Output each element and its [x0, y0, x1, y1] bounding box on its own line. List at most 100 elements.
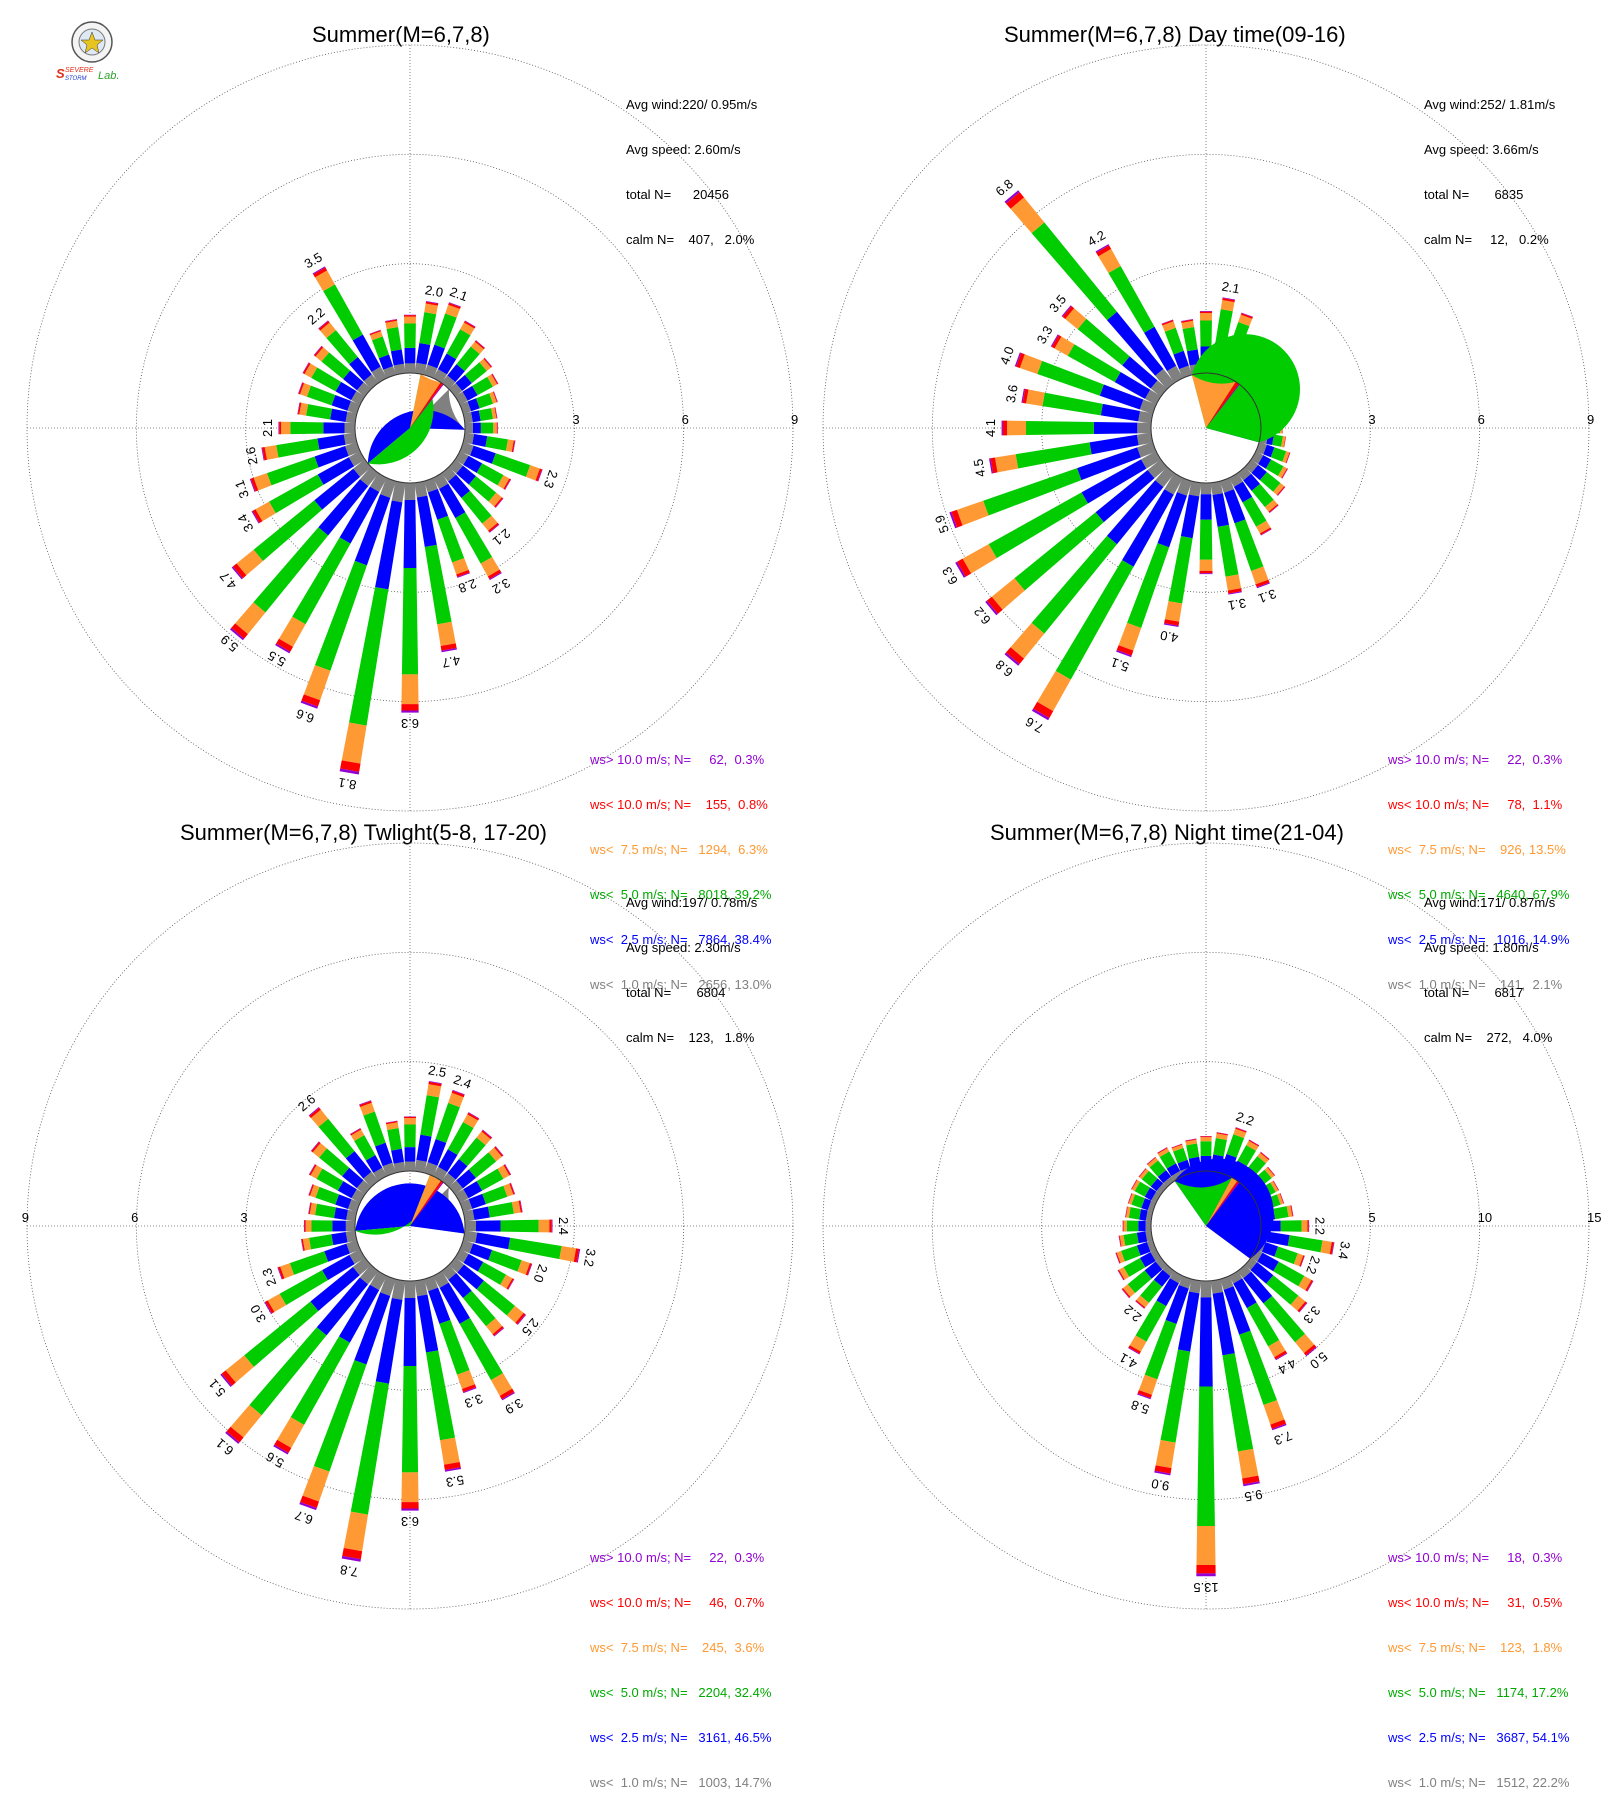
pie-slice [1206, 1187, 1250, 1259]
bar-segment [308, 1202, 310, 1214]
range-ring [1042, 1062, 1371, 1391]
ring-label: 6 [1478, 412, 1485, 427]
bar-segment [264, 1302, 272, 1314]
direction-bar [220, 1255, 373, 1387]
direction-bar [1251, 1248, 1314, 1291]
bar-segment [1279, 379, 1285, 389]
bar-segment [1269, 505, 1278, 513]
bar-segment [446, 329, 470, 359]
pie-slice [1206, 1181, 1239, 1226]
bar-segment [465, 362, 487, 383]
direction-bar [1171, 1144, 1192, 1177]
bar-value-label: 5.6 [263, 1449, 286, 1471]
bar-segment [222, 1370, 236, 1385]
bar-segment [1201, 363, 1212, 373]
bar-segment [405, 1281, 416, 1298]
bar-value-label: 6.6 [294, 706, 316, 726]
bar-segment [1156, 1440, 1176, 1468]
legend-entry: ws> 10.0 m/s; N= 62, 0.3% [590, 752, 771, 767]
direction-bar [1229, 1140, 1260, 1182]
bar-segment [1185, 1139, 1196, 1141]
bar-segment [1210, 1279, 1223, 1294]
bar-segment [1239, 342, 1259, 364]
bar-value-label: 4.7 [441, 653, 461, 671]
bar-segment [1272, 1424, 1287, 1431]
bar-segment [1122, 1288, 1131, 1298]
bar-segment [426, 302, 439, 306]
bar-segment [1026, 421, 1094, 435]
bar-segment [1200, 520, 1213, 560]
bar-segment [405, 1147, 416, 1161]
bar-segment [473, 1207, 490, 1221]
direction-bar [359, 1100, 397, 1176]
bar-segment [323, 422, 344, 433]
bar-segment [1003, 421, 1007, 436]
bar-segment [1147, 1157, 1156, 1164]
bar-segment [1256, 1201, 1264, 1213]
bar-segment [1167, 366, 1183, 383]
bar-segment [1222, 298, 1235, 302]
bar-segment [1189, 1157, 1201, 1167]
bar-segment [441, 1265, 456, 1280]
bar-value-label: 3.2 [581, 1248, 599, 1268]
pie-outline [1151, 373, 1261, 483]
bar-segment [1251, 451, 1263, 464]
bar-segment [1170, 1271, 1183, 1283]
bar-segment [1258, 388, 1270, 401]
bar-value-label: 3.3 [1300, 1303, 1323, 1326]
bar-segment [1273, 1206, 1288, 1219]
bar-segment [438, 354, 456, 375]
bar-segment [1270, 1420, 1286, 1429]
bar-segment [1201, 1156, 1212, 1165]
bar-segment [447, 364, 465, 382]
avg-wind: Avg wind:171/ 0.87m/s [1424, 895, 1555, 910]
bar-segment [301, 701, 318, 709]
bar-segment [1123, 1220, 1126, 1231]
bar-segment [370, 330, 381, 335]
bar-segment [472, 434, 487, 447]
pie-outline [355, 373, 465, 483]
bar-segment [1282, 451, 1289, 463]
bar-segment [401, 1472, 418, 1502]
direction-bar [412, 481, 457, 652]
bar-segment [1224, 489, 1246, 523]
bar-segment [1250, 354, 1270, 375]
direction-bar [230, 465, 381, 641]
bar-segment [1257, 1153, 1268, 1164]
bar-segment [1145, 1188, 1157, 1201]
bar-segment [440, 1438, 460, 1465]
bar-segment [278, 422, 279, 435]
direction-bar [413, 301, 438, 375]
bar-segment [255, 501, 275, 521]
pie-slice [1206, 1182, 1240, 1226]
bar-value-label: 2.4 [451, 1072, 473, 1092]
bar-segment [1181, 319, 1193, 322]
bar-segment [1249, 1140, 1259, 1147]
bar-segment [375, 500, 404, 589]
direction-bar [301, 1230, 357, 1251]
bar-segment [1267, 1231, 1290, 1246]
bar-segment [1139, 1375, 1158, 1395]
bar-segment [1131, 1194, 1145, 1208]
pie-slice [1175, 1178, 1232, 1226]
bar-segment [445, 1467, 461, 1472]
direction-bar [422, 1275, 476, 1393]
bar-segment [1042, 393, 1103, 417]
pie-slice [1206, 394, 1259, 442]
bar-segment [1002, 421, 1003, 436]
bar-segment [1119, 1236, 1121, 1247]
bar-segment [449, 459, 463, 473]
bar-segment [307, 386, 336, 406]
bar-segment [1237, 376, 1251, 389]
bar-segment [354, 1292, 391, 1365]
bar-segment [414, 363, 426, 375]
panel-stats: Avg wind:197/ 0.78m/s Avg speed: 2.30m/s… [626, 865, 757, 1075]
bar-segment [363, 1111, 386, 1146]
center-pie [1151, 1159, 1274, 1281]
bar-segment [340, 486, 380, 543]
bar-segment [1221, 300, 1235, 311]
bar-segment [1146, 1210, 1153, 1221]
bar-segment [460, 1240, 473, 1253]
bar-segment [302, 362, 309, 373]
bar-segment [463, 1114, 478, 1128]
